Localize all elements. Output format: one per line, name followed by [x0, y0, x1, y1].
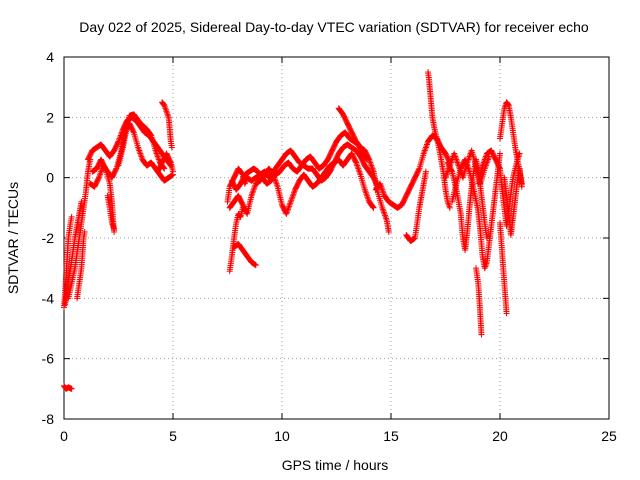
- data-point: [478, 331, 485, 338]
- data-points: [61, 69, 525, 392]
- data-point: [518, 183, 525, 190]
- data-point: [111, 225, 118, 232]
- data-point: [370, 204, 377, 211]
- data-point: [167, 158, 174, 165]
- data-point: [252, 262, 259, 269]
- x-tick-label: 0: [60, 428, 68, 444]
- y-tick-label: 4: [46, 49, 54, 65]
- y-axis-label: SDTVAR / TECUs: [5, 182, 21, 294]
- data-point: [68, 213, 75, 220]
- data-point: [95, 175, 102, 182]
- data-point: [130, 128, 137, 135]
- data-point: [496, 164, 503, 171]
- data-point: [446, 204, 453, 211]
- data-point: [486, 153, 493, 160]
- y-tick-label: -4: [42, 290, 55, 306]
- data-point: [385, 228, 392, 235]
- data-point: [422, 168, 429, 175]
- data-point: [237, 213, 244, 220]
- data-point: [370, 204, 377, 211]
- data-point: [516, 150, 523, 157]
- y-tick-label: -2: [42, 230, 55, 246]
- y-tick-label: 0: [46, 170, 54, 186]
- x-tick-label: 25: [601, 428, 617, 444]
- data-point: [503, 310, 510, 317]
- data-point: [170, 168, 176, 175]
- chart-title: Day 022 of 2025, Sidereal Day-to-day VTE…: [79, 19, 589, 35]
- data-point: [101, 164, 108, 171]
- data-point: [415, 166, 422, 173]
- data-point: [81, 228, 88, 235]
- data-point: [112, 166, 119, 173]
- axes: 0 5 10 15 20 25 -8 -6 -4 -2 0 2 4: [42, 49, 617, 444]
- y-tick-label: -6: [42, 351, 55, 367]
- plot-frame: [63, 56, 610, 420]
- data-point: [168, 144, 175, 151]
- data-point: [365, 155, 372, 162]
- data-point: [147, 131, 154, 138]
- x-tick-label: 15: [383, 428, 399, 444]
- data-point: [497, 150, 503, 157]
- x-tick-label: 10: [274, 428, 290, 444]
- x-tick-label: 20: [492, 428, 508, 444]
- data-point: [68, 385, 75, 392]
- x-tick-label: 5: [169, 428, 177, 444]
- data-point: [352, 158, 359, 165]
- x-axis-label: GPS time / hours: [282, 457, 389, 473]
- y-tick-label: -8: [42, 411, 55, 427]
- y-tick-label: 2: [46, 109, 54, 125]
